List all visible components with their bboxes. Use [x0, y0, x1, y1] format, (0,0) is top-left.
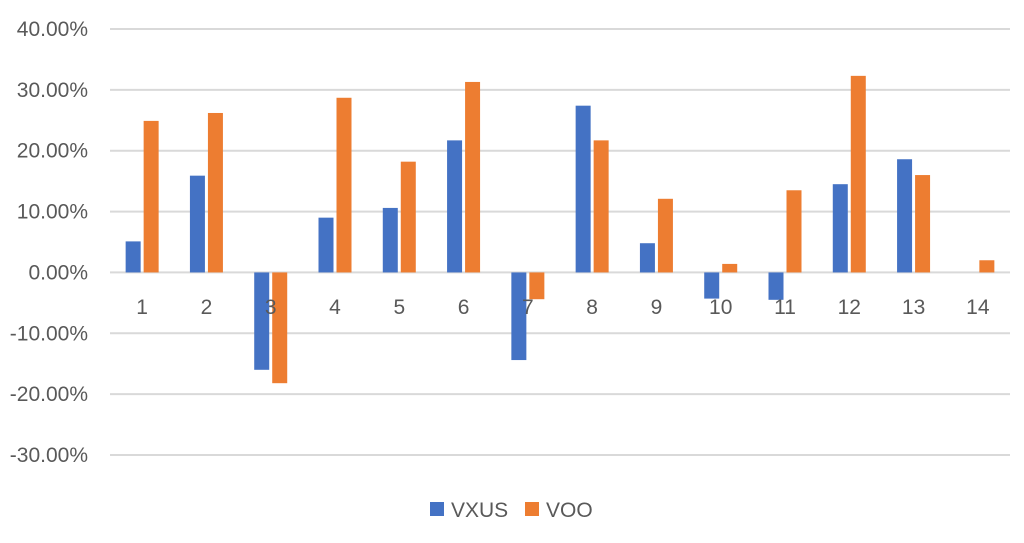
x-category-label: 1 [136, 296, 148, 319]
x-category-label: 5 [393, 296, 405, 319]
bar-voo-5 [400, 161, 416, 273]
bar-vxus-3 [254, 272, 270, 370]
x-category-label: 14 [966, 296, 990, 319]
y-tick-label: -10.00% [10, 322, 88, 345]
legend-label-vxus: VXUS [451, 499, 508, 522]
y-tick-label: -30.00% [10, 444, 88, 467]
x-category-label: 8 [586, 296, 598, 319]
bar-vxus-1 [125, 241, 141, 273]
bar-vxus-7 [511, 272, 527, 361]
y-tick-label: 0.00% [28, 261, 88, 284]
bar-vxus-6 [447, 140, 463, 273]
x-category-label: 7 [522, 296, 534, 319]
bar-voo-10 [722, 263, 738, 273]
bar-voo-11 [786, 190, 802, 273]
legend-swatch-vxus [430, 502, 444, 516]
y-tick-label: 20.00% [17, 140, 88, 163]
y-tick-label: 30.00% [17, 79, 88, 102]
bar-vxus-4 [318, 217, 334, 273]
bar-voo-4 [336, 97, 352, 273]
bar-voo-3 [272, 272, 288, 384]
gridlines [110, 28, 1010, 456]
bar-voo-8 [593, 140, 609, 273]
bar-voo-6 [465, 81, 481, 273]
bars [125, 75, 995, 384]
legend: VXUS VOO [430, 499, 593, 522]
bar-vxus-9 [639, 243, 655, 273]
bar-vxus-13 [897, 159, 913, 273]
x-category-label: 10 [709, 296, 732, 319]
bar-vxus-2 [189, 175, 205, 273]
x-category-label: 3 [265, 296, 277, 319]
bar-vxus-11 [768, 272, 784, 300]
x-category-label: 4 [329, 296, 341, 319]
bar-voo-14 [979, 260, 995, 273]
bar-voo-13 [915, 175, 931, 273]
y-axis-tick-labels: 40.00% 30.00% 20.00% 10.00% 0.00% -10.00% -20.… [10, 18, 88, 467]
x-category-label: 11 [774, 296, 796, 319]
bar-voo-7 [529, 272, 545, 300]
x-category-label: 6 [458, 296, 470, 319]
x-axis-category-labels: 1 2 3 4 5 6 7 8 9 10 11 12 13 14 [136, 296, 990, 319]
x-category-label: 9 [651, 296, 663, 319]
x-category-label: 2 [201, 296, 213, 319]
legend-label-voo: VOO [546, 499, 593, 522]
bar-vxus-5 [382, 207, 398, 273]
legend-swatch-voo [525, 502, 539, 516]
x-category-label: 13 [902, 296, 925, 319]
y-tick-label: 10.00% [17, 201, 88, 224]
y-tick-label: -20.00% [10, 383, 88, 406]
bar-voo-1 [143, 120, 159, 273]
bar-voo-2 [207, 112, 223, 273]
bar-vxus-12 [832, 184, 848, 273]
bar-voo-9 [657, 198, 673, 273]
y-tick-label: 40.00% [17, 18, 88, 41]
bar-vxus-10 [704, 272, 720, 299]
bar-voo-12 [850, 75, 866, 273]
x-category-label: 12 [838, 296, 861, 319]
bar-vxus-8 [575, 105, 591, 273]
